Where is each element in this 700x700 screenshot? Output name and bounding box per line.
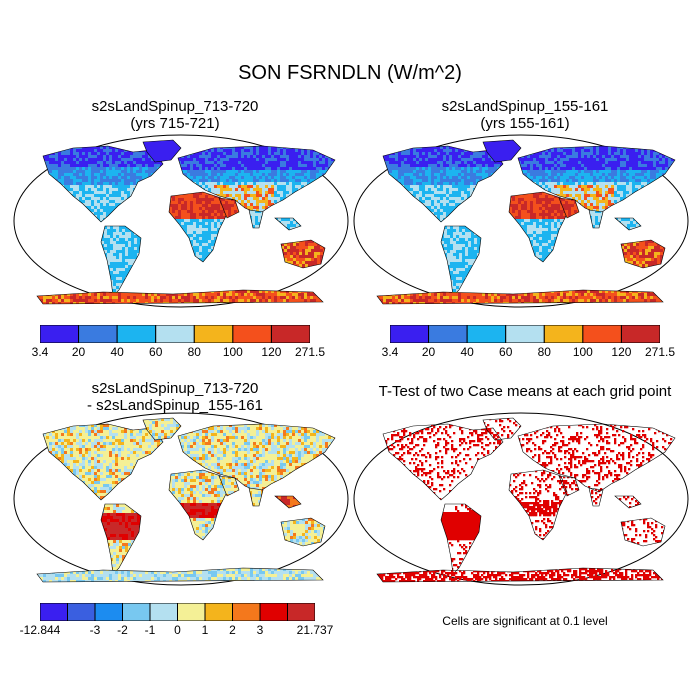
colorbar-tick-label: 20 [421, 345, 436, 359]
colorbar-swatch [40, 325, 80, 343]
colorbar-swatch [466, 325, 507, 343]
colorbar-tick-label: 2 [229, 623, 236, 637]
colorbar-swatch [122, 603, 151, 621]
colorbar-tick-label: -3 [89, 623, 101, 637]
colorbar-tick-label: 80 [187, 345, 201, 359]
panel-title-line1: s2sLandSpinup_713-720 [91, 98, 259, 115]
significance-note: Cells are significant at 0.1 level [442, 614, 608, 628]
colorbar-swatch [543, 325, 584, 343]
colorbar-tick-label: 100 [222, 345, 243, 359]
colorbar-tick-label: 271.5 [294, 345, 326, 359]
colorbar-tick-label: 3.4 [381, 345, 399, 359]
panel-title-ttest: T-Test of two Case means at each grid po… [378, 383, 672, 400]
colorbar-swatch [149, 603, 178, 621]
colorbar-tick-label: -1 [144, 623, 156, 637]
colorbar-tick-label: -2 [117, 623, 128, 637]
colorbar-tick-label: 20 [71, 345, 86, 359]
colorbar-tick-label: 40 [110, 345, 124, 359]
world-map-absolute-case2 [353, 134, 689, 308]
colorbar-tick-label: 80 [537, 345, 551, 359]
colorbar-swatch [620, 325, 660, 343]
colorbar-tick-label: 3.4 [31, 345, 49, 359]
colorbar-tick-label: 1 [201, 623, 209, 637]
colorbar-swatch [204, 603, 233, 621]
colorbar-swatch [94, 603, 123, 621]
colorbar-swatch [232, 325, 272, 343]
colorbar-tick-label: -12.844 [19, 623, 61, 637]
colorbar-tick-label: 0 [174, 623, 181, 637]
colorbar-swatch [177, 603, 206, 621]
colorbar-tick-label: 271.5 [644, 345, 676, 359]
colorbar-swatch [116, 325, 157, 343]
colorbar-swatch [232, 603, 261, 621]
colorbar-swatch [270, 325, 310, 343]
world-map-difference [13, 412, 349, 586]
colorbar-swatch [505, 325, 545, 343]
panel-title-line1: s2sLandSpinup_713-720 [91, 380, 259, 397]
colorbar-swatch [155, 325, 195, 343]
panel-title-line2: (yrs 715-721) [130, 115, 220, 132]
colorbar-difference [40, 603, 315, 621]
colorbar-tick-label: 120 [611, 345, 632, 359]
panel-title-line2: (yrs 155-161) [480, 115, 570, 132]
colorbar-swatch [40, 603, 68, 621]
colorbar-swatch [78, 325, 118, 343]
panel-title-line2: - s2sLandSpinup_155-161 [87, 397, 263, 414]
world-map-ttest [353, 412, 689, 586]
colorbar-swatch [259, 603, 288, 621]
colorbar-tick-label: 40 [460, 345, 474, 359]
colorbar-swatch [582, 325, 622, 343]
colorbar-absolute-case1 [40, 325, 310, 343]
colorbar-swatch [287, 603, 315, 621]
colorbar-tick-label: 120 [261, 345, 282, 359]
colorbar-swatch [428, 325, 468, 343]
panel-title-line1: s2sLandSpinup_155-161 [441, 98, 609, 115]
world-map-absolute-case1 [13, 134, 349, 308]
colorbar-swatch [67, 603, 96, 621]
colorbar-absolute-case2 [390, 325, 660, 343]
colorbar-tick-label: 100 [572, 345, 593, 359]
colorbar-tick-label: 21.737 [296, 623, 334, 637]
colorbar-swatch [193, 325, 234, 343]
colorbar-tick-label: 3 [256, 623, 264, 637]
colorbar-swatch [390, 325, 430, 343]
figure-title: SON FSRNDLN (W/m^2) [238, 62, 462, 84]
colorbar-tick-label: 60 [499, 345, 513, 359]
colorbar-tick-label: 60 [149, 345, 163, 359]
